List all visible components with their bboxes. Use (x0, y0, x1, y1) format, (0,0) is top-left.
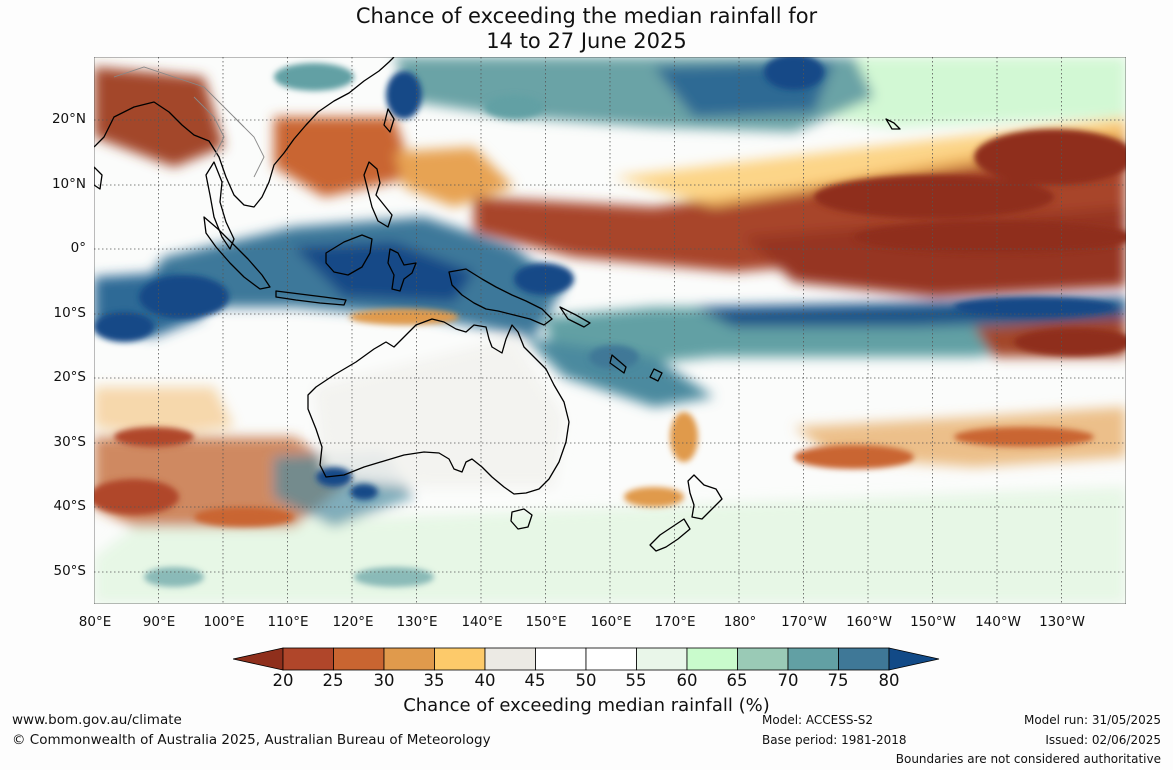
issued-date: Issued: 02/06/2025 (1045, 733, 1161, 747)
coastline-new-guinea (448, 268, 553, 326)
title-line-1: Chance of exceeding the median rainfall … (355, 4, 818, 28)
coastline-sumatra (203, 216, 271, 290)
lon-tick-160e: 160°E (590, 614, 632, 630)
rainfall-map (94, 57, 1126, 604)
coastline-java (275, 290, 347, 306)
lat-tick-10s: 10°S (53, 305, 87, 321)
lat-tick-0: 0° (70, 240, 86, 256)
colorbar-tick-70: 70 (777, 671, 799, 690)
lon-tick-110e: 110°E (267, 614, 309, 630)
colorbar-cell (838, 647, 890, 671)
lat-tick-20n: 20°N (51, 111, 86, 127)
coastline-malay-peninsula (205, 161, 235, 250)
lat-tick-40s: 40°S (53, 498, 87, 514)
coastline-sri-lanka (94, 166, 103, 190)
lon-tick-170w: 170°W (781, 614, 827, 630)
map-title: Chance of exceeding the median rainfall … (0, 4, 1173, 54)
lon-tick-150e: 150°E (525, 614, 567, 630)
colorbar-cell (585, 647, 637, 671)
coastline-tasmania (510, 508, 533, 530)
colorbar-cell (686, 647, 738, 671)
model-name: Model: ACCESS-S2 (762, 713, 874, 727)
coastline-fiji (649, 368, 663, 382)
base-period: Base period: 1981-2018 (762, 733, 907, 747)
coastline-australia (307, 318, 570, 495)
colorbar (233, 647, 940, 671)
coastline-borneo (325, 234, 373, 276)
website-link[interactable]: www.bom.gov.au/climate (12, 712, 182, 728)
lon-tick-160w: 160°W (846, 614, 892, 630)
colorbar-extend-low (233, 647, 284, 671)
lat-tick-30s: 30°S (53, 434, 87, 450)
lon-tick-130e: 130°E (396, 614, 438, 630)
lon-tick-130w: 130°W (1039, 614, 1085, 630)
title-line-2: 14 to 27 June 2025 (486, 29, 687, 53)
rainfall-shading-detail (94, 57, 1126, 587)
colorbar-tick-35: 35 (423, 671, 445, 690)
colorbar-cell (383, 647, 435, 671)
lat-tick-20s: 20°S (53, 369, 87, 385)
colorbar-tick-50: 50 (575, 671, 597, 690)
colorbar-tick-55: 55 (625, 671, 647, 690)
colorbar-cell (737, 647, 789, 671)
coastline-sulawesi (387, 248, 417, 292)
colorbar-tick-20: 20 (272, 671, 294, 690)
lon-tick-140w: 140°W (975, 614, 1021, 630)
lon-tick-140e: 140°E (461, 614, 503, 630)
colorbar-cell (282, 647, 334, 671)
boundaries-disclaimer: Boundaries are not considered authoritat… (895, 752, 1161, 766)
lon-tick-180: 180° (723, 614, 757, 630)
coastline-japan-taiwan (383, 108, 395, 133)
colorbar-tick-25: 25 (322, 671, 344, 690)
colorbar-extend-high (888, 647, 940, 671)
colorbar-cell (636, 647, 688, 671)
colorbar-tick-60: 60 (676, 671, 698, 690)
colorbar-tick-40: 40 (474, 671, 496, 690)
lon-tick-80e: 80°E (78, 614, 112, 630)
colorbar-cell (484, 647, 536, 671)
coastline-hawaii (885, 118, 901, 130)
coastline-new-caledonia (609, 354, 627, 374)
map-gridlines (94, 57, 1126, 604)
coastlines (94, 57, 901, 552)
colorbar-tick-75: 75 (827, 671, 849, 690)
lat-tick-10n: 10°N (51, 176, 86, 192)
colorbar-tick-45: 45 (524, 671, 546, 690)
lon-tick-90e: 90°E (142, 614, 176, 630)
coastline-nz-south (649, 518, 691, 552)
model-run-date: Model run: 31/05/2025 (1023, 713, 1161, 727)
colorbar-cell (434, 647, 486, 671)
colorbar-cell (535, 647, 587, 671)
lon-tick-150w: 150°W (910, 614, 956, 630)
lat-tick-50s: 50°S (53, 563, 87, 579)
colorbar-tick-65: 65 (726, 671, 748, 690)
lon-tick-120e: 120°E (332, 614, 374, 630)
colorbar-tick-30: 30 (373, 671, 395, 690)
colorbar-title: Chance of exceeding median rainfall (%) (403, 695, 770, 716)
lon-tick-170e: 170°E (654, 614, 696, 630)
lon-tick-100e: 100°E (203, 614, 245, 630)
colorbar-cell (333, 647, 385, 671)
coastline-philippines (363, 161, 393, 228)
coastline-asia (94, 57, 395, 208)
coastline-nz-north (687, 474, 723, 520)
colorbar-cell (787, 647, 839, 671)
colorbar-tick-80: 80 (878, 671, 900, 690)
copyright-text: © Commonwealth of Australia 2025, Austra… (12, 732, 491, 748)
coastline-solomon (559, 306, 591, 328)
country-borders (113, 66, 265, 178)
